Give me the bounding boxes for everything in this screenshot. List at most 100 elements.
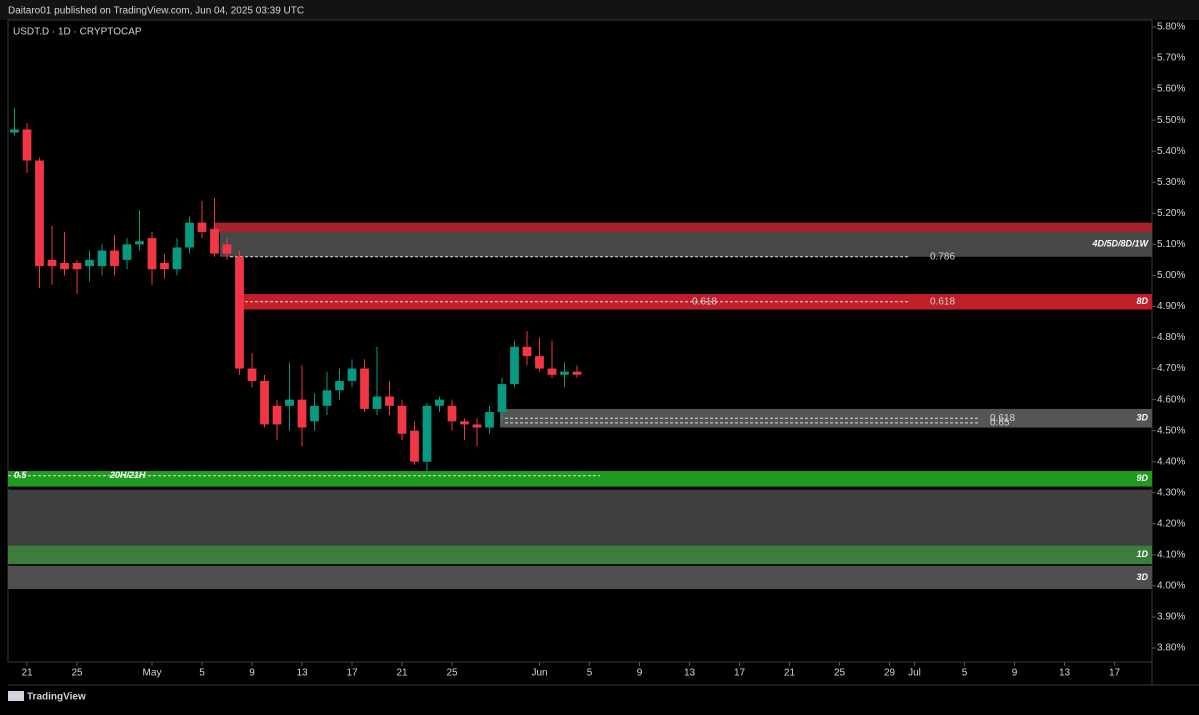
y-tick-label: 4.70% [1157, 363, 1185, 374]
zone-label: 3D [1136, 413, 1148, 423]
y-tick-label: 5.10% [1157, 239, 1185, 250]
candle-body [410, 430, 419, 462]
x-tick-label: 13 [296, 668, 308, 679]
candle-body [310, 405, 319, 422]
y-tick-label: 5.80% [1157, 22, 1185, 33]
candle-body [422, 405, 432, 462]
y-tick-label: 3.90% [1157, 612, 1185, 623]
y-tick-label: 4.60% [1157, 394, 1185, 405]
brand: TradingView [27, 692, 86, 703]
x-tick-label: 17 [346, 668, 358, 679]
candle-body [60, 262, 69, 270]
zone [8, 565, 1152, 590]
x-tick-label: 25 [834, 668, 846, 679]
y-tick-label: 4.10% [1157, 550, 1185, 561]
level-label: 0.65 [990, 418, 1010, 429]
candle-body [210, 228, 219, 254]
y-tick-label: 4.80% [1157, 332, 1185, 343]
candle-body [547, 368, 557, 375]
y-tick-label: 4.20% [1157, 518, 1185, 529]
candle-body [572, 371, 582, 375]
candle-body [247, 368, 257, 381]
candle-body [372, 396, 382, 409]
x-tick-label: Jun [531, 668, 547, 679]
candle-body [485, 412, 494, 428]
x-tick-label: 13 [1059, 668, 1071, 679]
level-label: 0.786 [930, 251, 955, 262]
candle-body [360, 368, 369, 409]
candle-body [272, 405, 282, 425]
candle-body [472, 424, 482, 428]
level-label: 20H/21H [109, 470, 146, 480]
x-tick-label: 9 [249, 668, 255, 679]
zone [214, 222, 1152, 232]
y-tick-label: 4.30% [1157, 487, 1185, 498]
x-tick-label: 25 [71, 668, 83, 679]
candle-body [222, 244, 232, 254]
candle-body [497, 384, 507, 413]
y-tick-label: 5.30% [1157, 177, 1185, 188]
x-tick-label: 21 [21, 668, 33, 679]
candle-body [135, 241, 144, 245]
level-label: 0.618 [990, 413, 1015, 424]
candle-body [335, 380, 344, 391]
candle-body [122, 244, 132, 260]
y-tick-label: 5.00% [1157, 270, 1185, 281]
candle-body [147, 238, 157, 270]
candle-body [172, 247, 182, 270]
zone [8, 471, 1152, 487]
candle-body [297, 399, 307, 428]
y-tick-label: 4.90% [1157, 301, 1185, 312]
y-tick-label: 5.40% [1157, 146, 1185, 157]
level-label: 0.5 [14, 470, 28, 480]
symbol-title: USDT.D · 1D · CRYPTOCAP [13, 27, 142, 38]
candle-body [160, 262, 169, 270]
x-tick-label: 13 [684, 668, 696, 679]
x-tick-label: 5 [962, 668, 968, 679]
zone-label: 8D [1136, 296, 1148, 306]
candle-body [35, 160, 44, 267]
candle-body [347, 368, 357, 381]
y-tick-label: 5.50% [1157, 115, 1185, 126]
x-tick-label: 9 [1012, 668, 1018, 679]
top-bar [0, 0, 1199, 20]
x-tick-label: 5 [199, 668, 205, 679]
x-tick-label: 25 [446, 668, 458, 679]
candle-body [535, 356, 544, 369]
x-tick-label: Jul [908, 668, 921, 679]
candle-body [560, 371, 569, 375]
candle-body [322, 390, 332, 406]
candle-body [385, 396, 394, 406]
x-tick-label: 9 [637, 668, 643, 679]
y-tick-label: 5.70% [1157, 53, 1185, 64]
zone [8, 545, 1152, 565]
publisher: Daitaro01 published on TradingView.com, … [8, 6, 304, 17]
candle-body [47, 259, 57, 267]
candle-body [72, 262, 82, 270]
candle-body [185, 222, 194, 248]
x-tick-label: 17 [734, 668, 746, 679]
candle-body [447, 405, 457, 422]
logo [8, 691, 24, 701]
zone-label: 1D [1136, 549, 1148, 559]
x-tick-label: 17 [1109, 668, 1121, 679]
x-tick-label: 29 [884, 668, 896, 679]
candle-body [110, 250, 119, 267]
candle-body [85, 259, 94, 267]
candle-body [522, 346, 532, 357]
x-tick-label: 21 [396, 668, 408, 679]
level-label: 0.618 [692, 296, 717, 307]
candle-body [235, 256, 244, 369]
y-tick-label: 4.50% [1157, 425, 1185, 436]
zone-label: 3D [1136, 572, 1148, 582]
y-tick-label: 4.40% [1157, 456, 1185, 467]
zone [8, 489, 1152, 546]
zone-label: 4D/5D/8D/1W [1091, 239, 1149, 249]
zone-label: 9D [1136, 473, 1148, 483]
candle-body [397, 405, 407, 434]
candle-body [22, 129, 32, 161]
y-tick-label: 4.00% [1157, 581, 1185, 592]
y-tick-label: 3.80% [1157, 643, 1185, 654]
